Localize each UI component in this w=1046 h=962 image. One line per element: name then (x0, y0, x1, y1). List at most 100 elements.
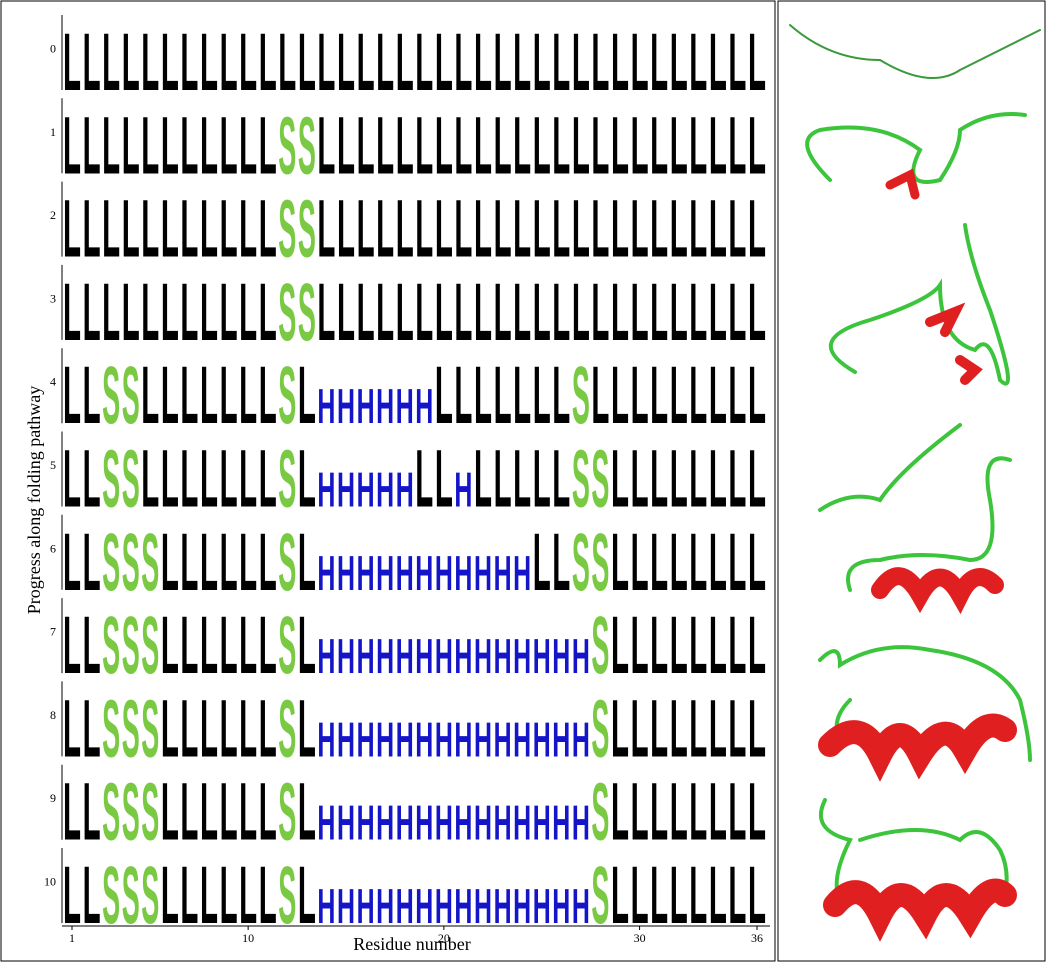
logo-letter: L (63, 517, 81, 608)
logo-letter: L (748, 767, 766, 858)
logo-letter: L (650, 184, 668, 275)
logo-letter: S (278, 350, 296, 441)
logo-letter: L (415, 267, 433, 358)
logo-letter: L (278, 17, 296, 108)
logo-letter: L (631, 600, 649, 691)
logo-letter: L (670, 100, 688, 191)
row-label: 0 (50, 42, 56, 56)
logo-letter: S (572, 434, 590, 525)
logo-letter: L (200, 100, 218, 191)
logo-letter: S (278, 267, 296, 358)
logo-letter: H (376, 380, 394, 435)
logo-letter: S (278, 683, 296, 774)
logo-letter: L (122, 184, 140, 275)
logo-letter: L (670, 683, 688, 774)
logo-letter: S (278, 100, 296, 191)
logo-letter: L (709, 600, 727, 691)
logo-letter: L (259, 600, 277, 691)
logo-letter: L (63, 434, 81, 525)
logo-letter: L (415, 434, 433, 525)
logo-letter: L (748, 434, 766, 525)
logo-letter: L (415, 17, 433, 108)
logo-letter: L (650, 517, 668, 608)
logo-letter: L (180, 434, 198, 525)
logo-letter: L (239, 850, 257, 941)
logo-letter: L (200, 267, 218, 358)
logo-letter: L (259, 100, 277, 191)
logo-letter: L (200, 850, 218, 941)
logo-letter: L (180, 350, 198, 441)
logo-letter: L (376, 100, 394, 191)
logo-letter: L (180, 767, 198, 858)
logo-letter: S (102, 517, 120, 608)
logo-letter: L (650, 267, 668, 358)
logo-letter: H (415, 879, 433, 934)
row-label: 5 (50, 458, 56, 472)
logo-letter: L (728, 517, 746, 608)
logo-letter: L (474, 350, 492, 441)
logo-letter: L (396, 184, 414, 275)
logo-letter: L (650, 683, 668, 774)
logo-letter: L (689, 767, 707, 858)
logo-letter: L (239, 434, 257, 525)
logo-letter: S (591, 517, 609, 608)
logo-letter: L (670, 184, 688, 275)
logo-letter: H (572, 796, 590, 851)
logo-letter: H (513, 879, 531, 934)
logo-letter: L (396, 100, 414, 191)
logo-letter: L (552, 434, 570, 525)
logo-letter: S (278, 184, 296, 275)
logo-letter: H (572, 879, 590, 934)
logo-letter: H (494, 713, 512, 768)
logo-letter: L (533, 100, 551, 191)
structure-0 (789, 24, 1041, 79)
logo-letter: H (494, 796, 512, 851)
logo-letter: H (494, 879, 512, 934)
logo-letter: L (591, 100, 609, 191)
logo-letter: L (83, 434, 101, 525)
logo-letter: L (141, 17, 159, 108)
logo-letter: L (161, 517, 179, 608)
logo-letter: S (141, 850, 159, 941)
logo-letter: L (650, 100, 668, 191)
logo-letter: L (200, 683, 218, 774)
logo-letter: S (102, 767, 120, 858)
logo-letter: L (161, 767, 179, 858)
helix-2 (925, 302, 983, 385)
logo-letter: L (631, 517, 649, 608)
structure-2 (828, 223, 1010, 386)
logo-letter: L (298, 17, 316, 108)
logo-letter: L (494, 17, 512, 108)
logo-letter: L (748, 600, 766, 691)
logo-letter: L (83, 850, 101, 941)
logo-letter: L (83, 600, 101, 691)
logo-letter: L (141, 100, 159, 191)
logo-letter: H (454, 796, 472, 851)
logo-letter: H (376, 629, 394, 684)
logo-letter: L (63, 767, 81, 858)
logo-letter: L (494, 100, 512, 191)
logo-letter: L (611, 350, 629, 441)
logo-letter: L (494, 267, 512, 358)
logo-letter: L (220, 683, 238, 774)
logo-letter: L (102, 267, 120, 358)
logo-letter: H (415, 713, 433, 768)
logo-letter: L (200, 434, 218, 525)
logo-letter: L (161, 600, 179, 691)
logo-letter: L (435, 100, 453, 191)
logo-letter: L (728, 184, 746, 275)
logo-letter: H (474, 629, 492, 684)
row-label: 8 (50, 708, 56, 722)
logo-letter: S (298, 100, 316, 191)
logo-letter: H (454, 879, 472, 934)
logo-letter: H (533, 713, 551, 768)
logo-letter: L (533, 17, 551, 108)
logo-letter: L (337, 267, 355, 358)
row-label: 10 (44, 875, 56, 889)
logo-letter: L (728, 350, 746, 441)
logo-letter: L (141, 184, 159, 275)
logo-letter: L (474, 267, 492, 358)
logo-letter: L (689, 600, 707, 691)
logo-letter: L (650, 17, 668, 108)
